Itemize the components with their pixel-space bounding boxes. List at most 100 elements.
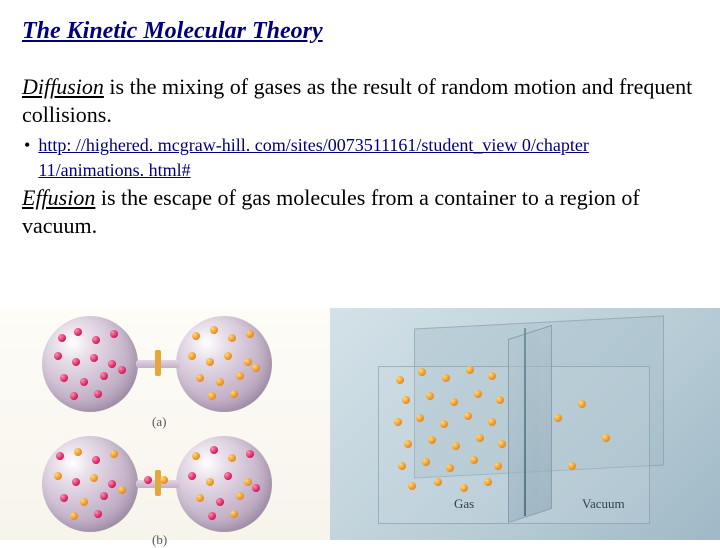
particle bbox=[460, 484, 468, 492]
particle bbox=[568, 462, 576, 470]
particle bbox=[72, 358, 80, 366]
gas-label: Gas bbox=[454, 496, 474, 512]
particle bbox=[80, 498, 88, 506]
particle bbox=[110, 330, 118, 338]
particle bbox=[426, 392, 434, 400]
particle bbox=[442, 374, 450, 382]
particle bbox=[408, 482, 416, 490]
effusion-paragraph: Effusion is the escape of gas molecules … bbox=[22, 184, 698, 240]
effusion-term: Effusion bbox=[22, 185, 95, 210]
particle bbox=[228, 334, 236, 342]
diffusion-paragraph: Diffusion is the mixing of gases as the … bbox=[22, 73, 698, 129]
reference-link[interactable]: http: //highered. mcgraw-hill. com/sites… bbox=[38, 133, 698, 182]
particle bbox=[192, 452, 200, 460]
particle bbox=[216, 378, 224, 386]
particle bbox=[210, 446, 218, 454]
valve-bottom bbox=[155, 470, 161, 496]
particle bbox=[446, 464, 454, 472]
effusion-figure: Gas Vacuum bbox=[330, 308, 720, 540]
particle bbox=[488, 372, 496, 380]
diffusion-term: Diffusion bbox=[22, 74, 104, 99]
particle bbox=[80, 378, 88, 386]
particle bbox=[470, 456, 478, 464]
particle bbox=[474, 390, 482, 398]
link-bullet-row: • http: //highered. mcgraw-hill. com/sit… bbox=[24, 133, 698, 182]
valve-top bbox=[155, 350, 161, 376]
cube-divider-edge bbox=[524, 328, 526, 516]
particle bbox=[70, 392, 78, 400]
particle bbox=[488, 418, 496, 426]
particle bbox=[404, 440, 412, 448]
particle bbox=[396, 376, 404, 384]
bullet-dot: • bbox=[24, 133, 30, 158]
sphere-top-left bbox=[42, 316, 138, 412]
particle bbox=[578, 400, 586, 408]
effusion-text: is the escape of gas molecules from a co… bbox=[22, 185, 640, 238]
particle bbox=[100, 372, 108, 380]
slide-title: The Kinetic Molecular Theory bbox=[22, 18, 698, 45]
particle bbox=[228, 454, 236, 462]
particle bbox=[602, 434, 610, 442]
particle bbox=[56, 452, 64, 460]
particle bbox=[230, 390, 238, 398]
particle bbox=[452, 442, 460, 450]
particle bbox=[244, 478, 252, 486]
particle bbox=[206, 478, 214, 486]
figure-label-b: (b) bbox=[152, 532, 167, 548]
particle bbox=[188, 472, 196, 480]
particle bbox=[498, 440, 506, 448]
particle bbox=[208, 512, 216, 520]
particle bbox=[466, 366, 474, 374]
particle bbox=[394, 418, 402, 426]
particle bbox=[246, 450, 254, 458]
particle bbox=[236, 372, 244, 380]
particle bbox=[60, 374, 68, 382]
particle bbox=[416, 414, 424, 422]
particle bbox=[230, 510, 238, 518]
particle bbox=[402, 396, 410, 404]
particle bbox=[496, 396, 504, 404]
particle bbox=[192, 332, 200, 340]
particle bbox=[434, 478, 442, 486]
particle bbox=[160, 476, 168, 484]
figure-label-a: (a) bbox=[152, 414, 166, 430]
particle bbox=[494, 462, 502, 470]
particle bbox=[144, 476, 152, 484]
particle bbox=[54, 352, 62, 360]
particle bbox=[196, 494, 204, 502]
particle bbox=[188, 352, 196, 360]
particle bbox=[398, 462, 406, 470]
particle bbox=[246, 330, 254, 338]
particle bbox=[54, 472, 62, 480]
cube-container: Gas Vacuum bbox=[378, 322, 678, 526]
particle bbox=[94, 510, 102, 518]
particle bbox=[464, 412, 472, 420]
particle bbox=[484, 478, 492, 486]
figures-area: (a) (b) bbox=[0, 308, 720, 540]
particle bbox=[196, 374, 204, 382]
particle bbox=[224, 352, 232, 360]
particle bbox=[72, 478, 80, 486]
particle bbox=[70, 512, 78, 520]
particle bbox=[252, 484, 260, 492]
diffusion-text: is the mixing of gases as the result of … bbox=[22, 74, 692, 127]
particle bbox=[118, 486, 126, 494]
particle bbox=[418, 368, 426, 376]
diffusion-figure: (a) (b) bbox=[0, 308, 330, 540]
particle bbox=[210, 326, 218, 334]
particle bbox=[94, 390, 102, 398]
particle bbox=[244, 358, 252, 366]
particle bbox=[108, 480, 116, 488]
particle bbox=[110, 450, 118, 458]
particle bbox=[92, 336, 100, 344]
particle bbox=[118, 366, 126, 374]
particle bbox=[422, 458, 430, 466]
particle bbox=[74, 448, 82, 456]
particle bbox=[90, 474, 98, 482]
particle bbox=[476, 434, 484, 442]
particle bbox=[92, 456, 100, 464]
sphere-bottom-left bbox=[42, 436, 138, 532]
particle bbox=[252, 364, 260, 372]
particle bbox=[428, 436, 436, 444]
cube-divider-face bbox=[508, 325, 552, 523]
